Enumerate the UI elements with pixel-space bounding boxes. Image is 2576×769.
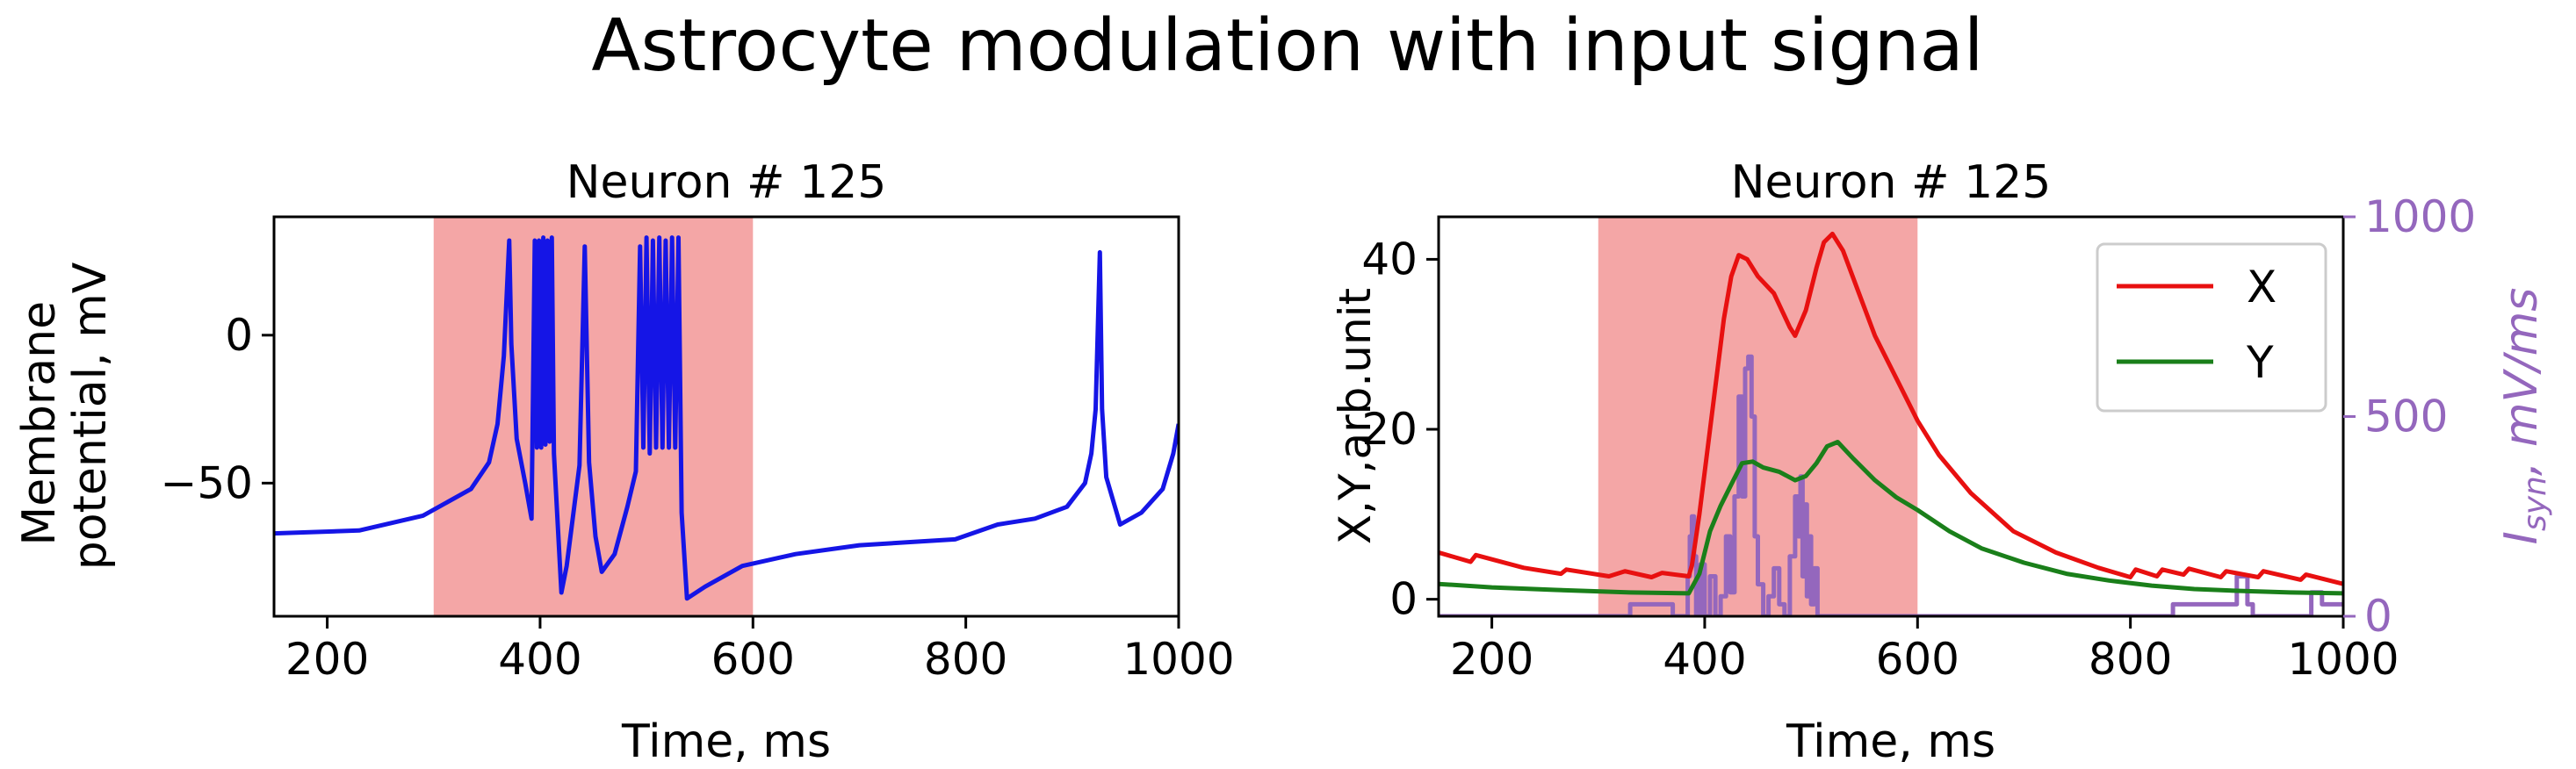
figure-title: Astrocyte modulation with input signal — [591, 4, 1983, 88]
chart-title: Neuron # 125 — [566, 156, 887, 209]
y-tick-label: 20 — [1361, 404, 1418, 455]
x-tick-label: 1000 — [1122, 634, 1234, 685]
x-tick-label: 1000 — [2287, 634, 2399, 685]
series-line-x — [1439, 231, 2343, 586]
y-axis-label: X,Y,arb.unit — [1330, 288, 1381, 544]
chart-title: Neuron # 125 — [1731, 156, 2052, 209]
x-tick-label: 800 — [924, 634, 1007, 685]
x-tick-label: 600 — [1876, 634, 1959, 685]
y-tick-label: −50 — [160, 457, 253, 508]
x-axis-label: Time, ms — [1786, 715, 1995, 768]
x-tick-label: 200 — [1450, 634, 1533, 685]
membrane-potential-chart: 200 400 600 800 1000 0 −50 Neuron # 125 Time, … — [13, 156, 1235, 768]
y-tick-label: 40 — [1361, 234, 1418, 284]
y-axis-label: Membrane potential, mV — [13, 262, 117, 570]
right-y-tick-label: 1000 — [2364, 191, 2476, 242]
x-tick-label: 200 — [285, 634, 369, 685]
x-tick-label: 400 — [498, 634, 581, 685]
x-tick-label: 600 — [711, 634, 795, 685]
series-line-membrane-potential — [274, 235, 1179, 601]
right-y-tick-label: 500 — [2364, 392, 2448, 442]
x-tick-label: 800 — [2089, 634, 2172, 685]
legend-label-y: Y — [2246, 337, 2274, 388]
y-axis-label-line-2: potential, mV — [64, 262, 117, 570]
x-tick-label: 400 — [1663, 634, 1746, 685]
axes-frame — [272, 215, 1180, 618]
legend-box — [2096, 242, 2327, 413]
right-y-axis-label: Isyn, mV/ms — [2495, 288, 2553, 545]
y-tick-label: 0 — [1389, 574, 1418, 625]
legend-label-x: X — [2247, 262, 2277, 313]
right-y-tick-label: 0 — [2364, 591, 2392, 642]
y-tick-label: 0 — [225, 310, 253, 361]
series-line-y — [1439, 440, 2343, 596]
stimulus-shaded-region — [433, 217, 754, 616]
right-y-axis-label-units: , mV/ms — [2495, 288, 2548, 477]
series-line-i-syn — [1439, 354, 2343, 616]
legend: XY — [2096, 242, 2327, 413]
y-axis-label-line-1: Membrane — [13, 301, 66, 546]
right-y-axis-label-base: I — [2495, 531, 2548, 544]
right-y-axis-label-subscript: syn — [2517, 476, 2553, 531]
x-axis-label: Time, ms — [621, 715, 831, 768]
